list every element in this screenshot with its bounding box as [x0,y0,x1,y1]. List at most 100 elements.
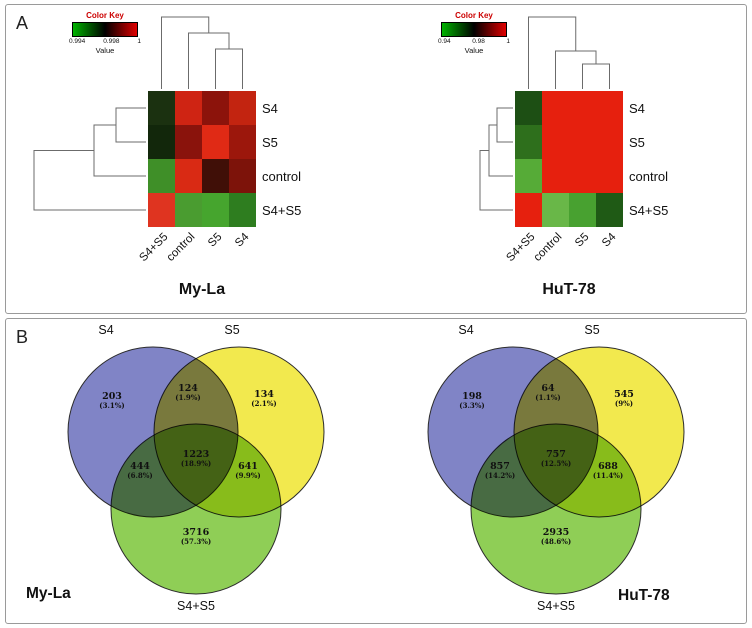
venn-region-s5-s4s5: 641 (9.9%) [235,461,261,481]
venn-circle-s4s5 [470,423,642,595]
venn-region-s5-only: 134 (2.1%) [251,389,277,409]
venn-set-label-s4: S4 [458,323,474,337]
row-label: control [262,168,302,184]
heatmap-cell [569,125,596,159]
color-key-tick: 0.94 [438,38,451,45]
heatmap-cell [515,159,542,193]
row-label: S5 [629,134,645,150]
row-label: S4+S5 [629,202,669,218]
color-key-gradient-bar [441,22,507,37]
panel-b-label: B [16,327,29,347]
heatmap-cell [202,125,229,159]
heatmap-cell [229,91,256,125]
heatmap-cell [148,193,175,227]
color-key-tick: 1 [506,38,510,45]
heatmap-cell [515,125,542,159]
venn-my-la: S4 S5 203 (3.1%) 124 (1.9%) 134 (2.1%) [36,323,356,623]
color-key-title: Color Key [86,11,124,20]
heatmap-cell [542,91,569,125]
panel-b: B S4 S5 203 (3.1%) 124 (1.9%) 134 (2.1%) [5,318,747,624]
color-key-tick: 1 [137,38,141,45]
row-dendrogram [33,107,146,211]
venn-circle-s4s5 [110,423,282,595]
heatmap-cell [569,159,596,193]
heatmap-cell [175,91,202,125]
heatmap-cell [229,193,256,227]
heatmap-cell [542,159,569,193]
heatmap-cell [515,91,542,125]
venn-region-s4-s5: 64 (1.1%) [535,383,561,403]
color-key-tick: 0.994 [69,38,86,45]
heatmap-cell [229,159,256,193]
heatmap-cell [569,193,596,227]
heatmap-group-hut-78: Color Key 0.94 0.98 1 Value [373,5,743,313]
heatmap-cell [175,193,202,227]
heatmap-cell [148,159,175,193]
row-label: S4 [629,100,645,116]
venn-title-hut-78: HuT-78 [618,587,670,604]
row-label: S5 [262,134,278,150]
venn-diagram [36,337,356,603]
venn-region-s5-s4s5: 688 (11.4%) [592,461,624,481]
color-key-ticks: 0.994 0.998 1 [66,38,144,45]
color-key-ticks: 0.94 0.98 1 [435,38,513,45]
row-label: S4 [262,100,278,116]
heatmap-cell [596,91,623,125]
panel-a-label: A [16,13,29,33]
venn-set-label-s5: S5 [224,323,240,337]
color-key-title: Color Key [455,11,493,20]
heatmap-cell [596,159,623,193]
heatmap-cell [175,159,202,193]
heatmap-cell [229,125,256,159]
venn-set-label-s4s5: S4+S5 [537,599,575,613]
heatmap-cell [202,91,229,125]
column-dendrogram [161,16,243,89]
correlation-heatmap [148,91,256,227]
heatmap-cell [148,125,175,159]
heatmap-cell [515,193,542,227]
color-key-axis-label: Value [464,46,484,55]
row-dendrogram [479,107,513,211]
row-label: S4+S5 [262,202,302,218]
color-key-axis-label: Value [95,46,115,55]
venn-diagram [396,337,716,603]
heatmap-cell [542,125,569,159]
heatmap-row-labels: S4 S5 control S4+S5 [629,91,668,227]
row-label: control [629,168,669,184]
color-key-tick: 0.98 [472,38,485,45]
venn-region-s4-s4s5: 857 (14.2%) [484,461,516,481]
venn-region-s5-only: 545 (9%) [614,389,634,409]
color-key-gradient-bar [72,22,138,37]
color-key-tick: 0.998 [103,38,120,45]
venn-set-label-s5: S5 [584,323,600,337]
venn-region-s4-s4s5: 444 (6.8%) [127,461,153,481]
color-key: Color Key 0.994 0.998 1 Value [66,11,144,55]
venn-region-s4-s5: 124 (1.9%) [175,383,201,403]
heatmap-cell [202,193,229,227]
correlation-heatmap [515,91,623,227]
heatmap-title: My-La [178,281,226,298]
venn-hut-78: S4 S5 198 (3.3%) 64 (1.1%) 545 (9%) 8 [396,323,716,623]
venn-region-s4s5-only: 3716 (57.3%) [180,527,212,547]
venn-region-center: 757 (12.5%) [540,449,572,469]
color-key: Color Key 0.94 0.98 1 Value [435,11,513,55]
heatmap-row-labels: S4 S5 control S4+S5 [262,91,301,227]
venn-region-s4-only: 198 (3.3%) [459,391,485,411]
heatmap-cell [202,159,229,193]
panel-a: A Color Key 0.994 0.998 1 Value [5,4,747,314]
heatmap-title: HuT-78 [542,281,596,298]
venn-set-label-s4: S4 [98,323,114,337]
venn-region-s4-only: 203 (3.1%) [99,391,125,411]
heatmap-cell [175,125,202,159]
heatmap-cell [596,125,623,159]
column-dendrogram [528,16,610,89]
venn-set-label-s4s5: S4+S5 [177,599,215,613]
heatmap-cell [148,91,175,125]
venn-title-my-la: My-La [26,585,71,602]
heatmap-cell [569,91,596,125]
heatmap-group-my-la: Color Key 0.994 0.998 1 Value [6,5,376,313]
heatmap-cell [542,193,569,227]
heatmap-cell [596,193,623,227]
venn-region-center: 1223 (18.9%) [180,449,212,469]
